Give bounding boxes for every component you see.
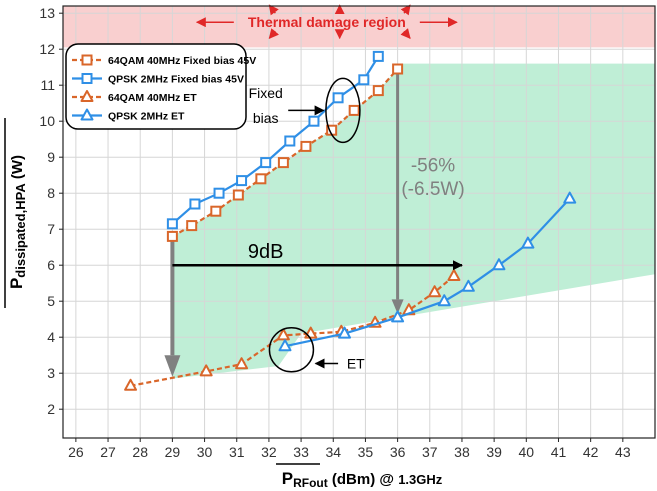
y-tick-label: 3 <box>47 365 55 381</box>
data-point <box>199 364 213 377</box>
thermal-region-label: Thermal damage region <box>248 14 406 30</box>
data-point <box>276 328 290 341</box>
x-tick-label: 42 <box>583 444 599 460</box>
data-point <box>189 198 201 210</box>
data-point <box>338 326 352 339</box>
x-tick-label: 30 <box>197 444 213 460</box>
data-point <box>277 157 289 169</box>
data-point <box>521 236 535 249</box>
data-point <box>166 230 178 242</box>
data-point <box>124 378 138 391</box>
plot-frame <box>62 5 656 439</box>
legend-entry: 64QAM 40MHz ET <box>108 92 197 104</box>
x-tick-label: 26 <box>68 444 84 460</box>
legend-entry: QPSK 2MHz Fixed bias 45V <box>108 74 244 86</box>
y-tick-label: 7 <box>47 221 55 237</box>
y-tick-label: 12 <box>39 41 55 57</box>
x-tick-label: 29 <box>165 444 181 460</box>
data-point <box>236 175 248 187</box>
x-tick-label: 28 <box>132 444 148 460</box>
fixed-bias-label: Fixed <box>249 85 283 101</box>
data-point <box>260 157 272 169</box>
data-point <box>210 205 222 217</box>
y-tick-label: 2 <box>47 401 55 417</box>
x-tick-label: 40 <box>519 444 535 460</box>
x-tick-label: 33 <box>293 444 309 460</box>
et-label: ET <box>347 355 365 371</box>
y-tick-label: 11 <box>40 77 55 93</box>
y-tick-label: 6 <box>47 257 55 273</box>
x-tick-label: 35 <box>358 444 374 460</box>
y-tick-label: 9 <box>47 149 55 165</box>
x-tick-label: 36 <box>390 444 406 460</box>
fixed-bias-ellipse <box>325 77 361 144</box>
saving-label: (-6.5W) <box>401 179 464 200</box>
data-point <box>278 339 292 352</box>
data-point <box>348 104 360 116</box>
data-point <box>284 135 296 147</box>
legend-entry: QPSK 2MHz ET <box>108 111 185 123</box>
x-axis-label: PRFout (dBm) @ 1.3GHz <box>282 469 443 490</box>
data-point <box>186 220 198 232</box>
series-line <box>130 275 455 387</box>
saving-label: -56% <box>411 156 455 177</box>
x-tick-label: 32 <box>261 444 277 460</box>
legend-swatch-marker <box>81 54 93 66</box>
data-point <box>235 357 249 370</box>
series-1 <box>166 63 404 242</box>
thermal-arrow-down <box>400 28 411 39</box>
data-point <box>392 63 404 75</box>
y-tick-label: 13 <box>39 5 55 21</box>
x-tick-label: 39 <box>486 444 502 460</box>
data-point <box>308 115 320 127</box>
data-point <box>166 218 178 230</box>
x-tick-label: 38 <box>454 444 470 460</box>
data-point <box>372 50 384 62</box>
data-point <box>332 92 344 104</box>
x-tick-label: 43 <box>615 444 631 460</box>
data-point <box>358 74 370 86</box>
legend-entry: 64QAM 40MHz Fixed bias 45V <box>108 55 256 67</box>
data-point <box>232 189 244 201</box>
y-tick-label: 8 <box>47 185 55 201</box>
data-point <box>300 140 312 152</box>
legend-box <box>65 43 247 130</box>
legend-swatch-marker <box>80 108 94 121</box>
fixed-bias-label: bias <box>253 110 279 126</box>
x-tick-label: 31 <box>229 444 245 460</box>
data-point <box>461 279 475 292</box>
data-point <box>563 191 577 204</box>
data-point <box>255 173 267 185</box>
x-tick-label: 37 <box>422 444 438 460</box>
et-ellipse <box>268 327 315 373</box>
y-axis-label: Pdissipated,HPA (W) <box>7 155 28 289</box>
data-point <box>492 258 506 271</box>
data-point <box>213 187 225 199</box>
x-tick-label: 34 <box>325 444 341 460</box>
series-line <box>171 55 380 225</box>
series-3 <box>124 269 461 391</box>
data-point <box>447 269 461 281</box>
efficiency-gain-region <box>172 63 656 379</box>
data-point <box>437 294 451 307</box>
legend-swatch-marker <box>80 90 94 102</box>
x-tick-label: 41 <box>551 444 567 460</box>
series-line <box>171 68 399 238</box>
data-point <box>391 310 405 323</box>
saving-arrow-head <box>391 299 404 314</box>
legend: 64QAM 40MHz Fixed bias 45V QPSK 2MHz Fixe… <box>65 43 256 130</box>
series-2 <box>166 50 384 230</box>
y-tick-label: 4 <box>47 329 55 345</box>
x-tick-label: 27 <box>100 444 116 460</box>
legend-swatch-marker <box>81 73 93 84</box>
y-tick-label: 10 <box>39 113 55 129</box>
y-tick-label: 5 <box>47 293 55 309</box>
thermal-arrow-down <box>268 28 280 39</box>
data-point <box>428 285 442 298</box>
backoff-arrow-head <box>164 355 181 377</box>
gain-label: 9dB <box>248 241 284 263</box>
data-point <box>372 85 384 97</box>
series-4 <box>278 191 577 352</box>
